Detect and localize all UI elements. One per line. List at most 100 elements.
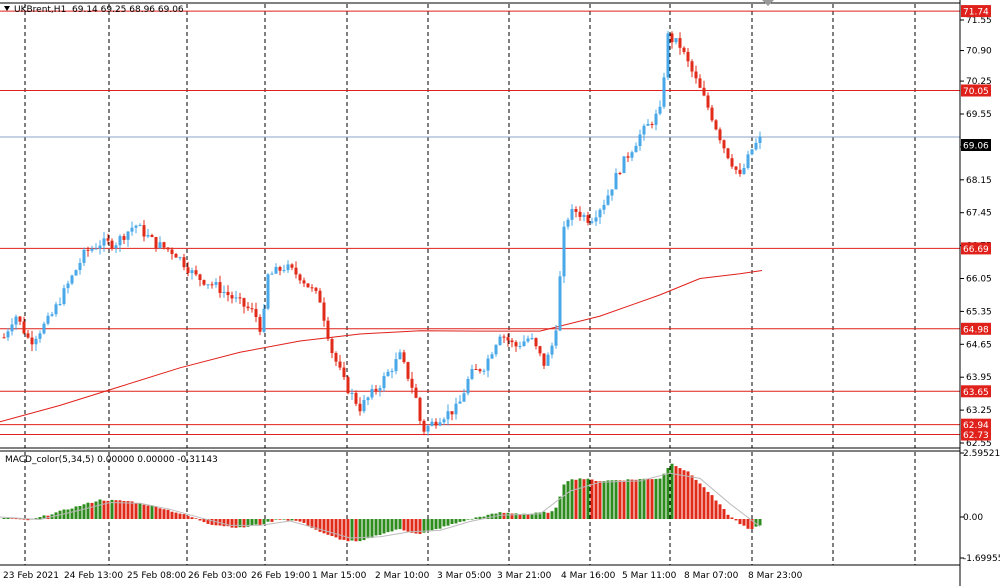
shift-marker-icon[interactable]	[762, 0, 774, 6]
macd-bar	[506, 512, 510, 519]
level-tag-label: 66.69	[963, 245, 989, 255]
level-tag-label: 71.74	[963, 8, 989, 18]
candle-body	[194, 270, 198, 275]
candle-body	[130, 227, 134, 232]
macd-bar	[686, 471, 690, 519]
macd-bar	[378, 519, 382, 535]
candle-body	[270, 273, 274, 275]
candle-body	[538, 346, 542, 354]
candle-body	[310, 287, 314, 289]
macd-bar	[370, 519, 374, 538]
macd-bar	[738, 519, 742, 525]
candle-body	[642, 125, 646, 135]
macd-bar	[390, 519, 394, 532]
dropdown-triangle-icon[interactable]	[4, 6, 10, 11]
candle-body	[338, 361, 342, 368]
candle-body	[446, 411, 450, 420]
candle-body	[438, 422, 442, 426]
candle-body	[114, 245, 118, 249]
macd-bar	[714, 500, 718, 519]
macd-bar	[402, 519, 406, 531]
candle-body	[594, 217, 598, 222]
y-tick-label: 69.55	[966, 110, 992, 120]
macd-bar	[478, 516, 482, 519]
macd-bar	[186, 515, 190, 519]
candle-body	[386, 371, 390, 377]
macd-bar	[82, 504, 86, 519]
candle-body	[598, 209, 602, 218]
candle-body	[106, 238, 110, 241]
candle-body	[746, 154, 750, 168]
candle-body	[14, 316, 18, 325]
candle-body	[546, 354, 550, 366]
candle-body	[734, 166, 738, 170]
macd-bar	[158, 508, 162, 519]
macd-bar	[614, 480, 618, 519]
candle-body	[354, 392, 358, 404]
macd-bar	[662, 473, 666, 519]
candle-body	[410, 378, 414, 388]
macd-bar	[270, 519, 274, 522]
macd-bar	[262, 519, 266, 525]
candle-body	[474, 369, 478, 370]
macd-bar	[406, 519, 410, 532]
y-tick-label: 63.95	[966, 373, 992, 383]
candle-body	[318, 290, 322, 303]
macd-bar	[682, 470, 686, 519]
candle-body	[6, 331, 10, 338]
macd-bar	[654, 478, 658, 519]
candle-body	[302, 280, 306, 284]
macd-bar	[558, 496, 562, 519]
macd-bar	[678, 468, 682, 519]
candle-body	[498, 336, 502, 346]
x-tick-label: 4 Mar 16:00	[561, 571, 616, 581]
macd-bar	[294, 519, 298, 521]
macd-bar	[150, 505, 154, 519]
y-tick-label: 68.15	[966, 176, 992, 186]
candle-body	[586, 215, 590, 223]
candle-body	[486, 358, 490, 371]
candle-body	[502, 336, 506, 338]
macd-bar	[602, 481, 606, 519]
x-tick-label: 2 Mar 10:00	[375, 571, 430, 581]
macd-bar	[254, 519, 258, 525]
macd-bar	[198, 519, 202, 521]
macd-bar	[518, 514, 522, 519]
macd-bar	[274, 519, 278, 520]
macd-bar	[166, 509, 170, 519]
macd-bar	[730, 517, 734, 519]
candle-body	[662, 77, 666, 107]
symbol-label: UKBrent,H1	[14, 5, 66, 15]
candle-body	[90, 248, 94, 251]
candle-body	[70, 275, 74, 284]
macd-bar	[626, 479, 630, 519]
macd-label: MACD_color(5,34,5) 0.00000 0.00000 -0.31…	[5, 455, 218, 465]
macd-bar	[350, 519, 354, 541]
candle-body	[370, 388, 374, 398]
candle-body	[710, 107, 714, 121]
macd-bar	[754, 519, 758, 527]
candle-body	[526, 338, 530, 342]
chart-frame	[0, 0, 961, 586]
candle-body	[462, 393, 466, 402]
macd-bar	[218, 519, 222, 526]
macd-bar	[306, 519, 310, 527]
macd-bar	[358, 519, 362, 542]
candle-body	[222, 291, 226, 293]
macd-bar	[194, 518, 198, 519]
macd-bar	[138, 503, 142, 519]
candle-body	[506, 337, 510, 341]
candle-body	[102, 238, 106, 246]
candle-body	[118, 236, 122, 246]
macd-bar	[630, 479, 634, 519]
macd-bar	[702, 487, 706, 519]
candle-body	[646, 124, 650, 126]
macd-bar	[422, 519, 426, 533]
candle-body	[26, 333, 30, 338]
candle-body	[346, 377, 350, 394]
macd-bar	[102, 500, 106, 519]
candle-body	[614, 173, 618, 190]
macd-bar	[666, 468, 670, 519]
